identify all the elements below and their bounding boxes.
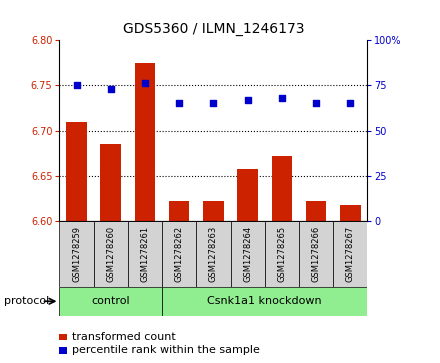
- Bar: [299, 221, 333, 287]
- Point: [347, 101, 354, 106]
- Bar: [306, 201, 326, 221]
- Text: Csnk1a1 knockdown: Csnk1a1 knockdown: [207, 296, 322, 306]
- Bar: [94, 221, 128, 287]
- Bar: [162, 221, 196, 287]
- Bar: [59, 221, 94, 287]
- Point: [210, 101, 217, 106]
- Text: GSM1278265: GSM1278265: [277, 226, 286, 282]
- Text: GSM1278260: GSM1278260: [106, 226, 115, 282]
- Bar: [340, 205, 360, 221]
- Bar: [333, 221, 367, 287]
- Text: GSM1278266: GSM1278266: [312, 226, 321, 282]
- Text: GSM1278264: GSM1278264: [243, 226, 252, 282]
- Point: [107, 86, 114, 92]
- Text: GSM1278263: GSM1278263: [209, 226, 218, 282]
- Text: GSM1278259: GSM1278259: [72, 226, 81, 282]
- Bar: [231, 221, 265, 287]
- Point: [176, 101, 183, 106]
- Bar: [59, 287, 162, 316]
- Point: [141, 81, 148, 86]
- Bar: [135, 62, 155, 221]
- Bar: [196, 221, 231, 287]
- Bar: [271, 156, 292, 221]
- Text: GSM1278261: GSM1278261: [140, 226, 150, 282]
- Text: GSM1278262: GSM1278262: [175, 226, 183, 282]
- Bar: [203, 201, 224, 221]
- Point: [73, 82, 80, 88]
- Text: GSM1278267: GSM1278267: [346, 226, 355, 282]
- Point: [312, 101, 319, 106]
- Text: protocol: protocol: [4, 296, 50, 306]
- Text: percentile rank within the sample: percentile rank within the sample: [72, 345, 260, 355]
- Point: [244, 97, 251, 103]
- Title: GDS5360 / ILMN_1246173: GDS5360 / ILMN_1246173: [123, 22, 304, 36]
- Point: [279, 95, 286, 101]
- Text: transformed count: transformed count: [72, 332, 176, 342]
- Bar: [66, 122, 87, 221]
- Bar: [169, 201, 190, 221]
- Text: control: control: [92, 296, 130, 306]
- Bar: [265, 221, 299, 287]
- Bar: [100, 144, 121, 221]
- Bar: [162, 287, 367, 316]
- Bar: [128, 221, 162, 287]
- Bar: [237, 169, 258, 221]
